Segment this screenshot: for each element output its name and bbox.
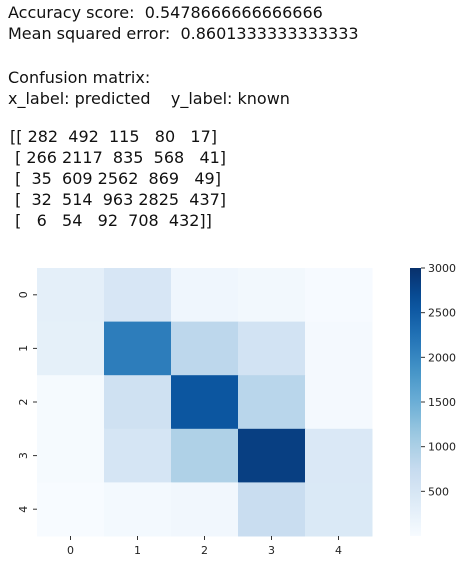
heatmap-cell [305, 428, 373, 483]
heatmap-cell [37, 268, 105, 323]
colorbar-tick-label: 1000 [428, 441, 456, 454]
heatmap-cell [171, 321, 239, 376]
heatmap-cell [104, 321, 172, 376]
heatmap-cell [171, 428, 239, 483]
heatmap-cell [171, 268, 239, 323]
heatmap-cell [37, 482, 105, 537]
colorbar [410, 268, 421, 536]
heatmap-cell [238, 428, 306, 483]
heatmap-cell [305, 268, 373, 323]
y-tick-label: 3 [17, 452, 30, 459]
heatmap-cell [238, 268, 306, 323]
heatmap-cell [104, 375, 172, 430]
x-tick-label: 4 [335, 544, 342, 557]
matrix-row: [ 35 609 2562 869 49] [10, 169, 221, 188]
heatmap-cell [238, 482, 306, 537]
x-tick-label: 1 [134, 544, 141, 557]
x-tick-label: 2 [201, 544, 208, 557]
colorbar-tick-label: 500 [428, 485, 449, 498]
matrix-row: [ 6 54 92 708 432]] [10, 211, 212, 230]
heatmap-cell [238, 321, 306, 376]
colorbar-tick-label: 2500 [428, 307, 456, 320]
heatmap-cell [37, 375, 105, 430]
y-tick-label: 1 [17, 345, 30, 352]
x-tick-label: 3 [268, 544, 275, 557]
matrix-row: [ 266 2117 835 568 41] [10, 148, 227, 167]
colorbar-tick-label: 1500 [428, 396, 456, 409]
accuracy-line: Accuracy score: 0.5478666666666666 [8, 3, 323, 22]
heatmap-cell [37, 321, 105, 376]
heatmap-cell [305, 482, 373, 537]
matrix-row: [[ 282 492 115 80 17] [10, 127, 218, 146]
mse-line: Mean squared error: 0.8601333333333333 [8, 24, 359, 43]
y-tick-label: 2 [17, 399, 30, 406]
confusion-matrix-heading: Confusion matrix: [8, 68, 151, 87]
heatmap-cell [104, 268, 172, 323]
axes-description: x_label: predicted y_label: known [8, 89, 290, 108]
heatmap-cell [104, 428, 172, 483]
matrix-row: [ 32 514 963 2825 437] [10, 190, 227, 209]
heatmap-cell [305, 321, 373, 376]
colorbar-tick-label: 3000 [428, 262, 456, 275]
heatmap-cell [171, 482, 239, 537]
heatmap-cell [104, 482, 172, 537]
x-tick-label: 0 [67, 544, 74, 557]
heatmap-cell [238, 375, 306, 430]
heatmap-cell [171, 375, 239, 430]
heatmap-cell [37, 428, 105, 483]
y-tick-label: 0 [17, 291, 30, 298]
heatmap-cell [305, 375, 373, 430]
y-tick-label: 4 [17, 506, 30, 513]
colorbar-tick-label: 2000 [428, 351, 456, 364]
